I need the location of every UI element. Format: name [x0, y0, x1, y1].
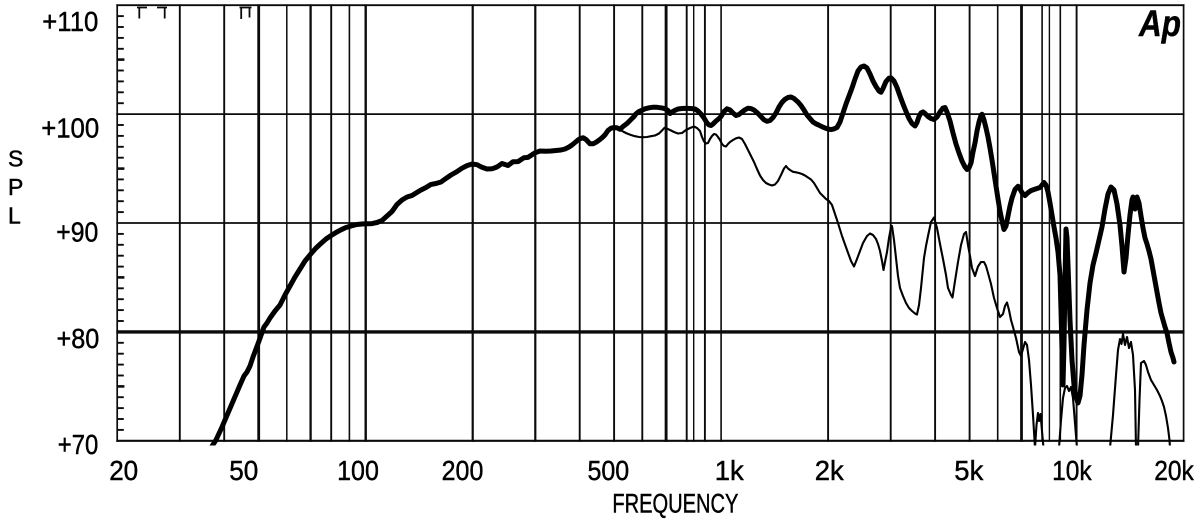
svg-text:100: 100 [337, 455, 379, 486]
svg-text:20: 20 [109, 455, 138, 486]
svg-text:+90: +90 [56, 217, 98, 248]
svg-text:10k: 10k [1052, 455, 1092, 486]
svg-text:+110: +110 [42, 6, 98, 37]
svg-text:2k: 2k [815, 455, 845, 486]
svg-text:200: 200 [442, 455, 484, 486]
svg-text:+100: +100 [41, 113, 99, 144]
svg-text:5k: 5k [954, 455, 984, 486]
svg-text:50: 50 [229, 455, 258, 486]
svg-text:+70: +70 [58, 429, 99, 460]
svg-text:1k: 1k [715, 455, 745, 486]
svg-text:L: L [8, 202, 21, 228]
svg-text:Ap: Ap [1138, 3, 1181, 44]
svg-text:500: 500 [587, 455, 629, 486]
svg-text:+80: +80 [57, 323, 100, 354]
svg-text:S: S [8, 145, 23, 171]
svg-text:P: P [8, 174, 23, 200]
svg-text:20k: 20k [1154, 455, 1194, 486]
svg-text:FREQUENCY: FREQUENCY [612, 488, 738, 518]
